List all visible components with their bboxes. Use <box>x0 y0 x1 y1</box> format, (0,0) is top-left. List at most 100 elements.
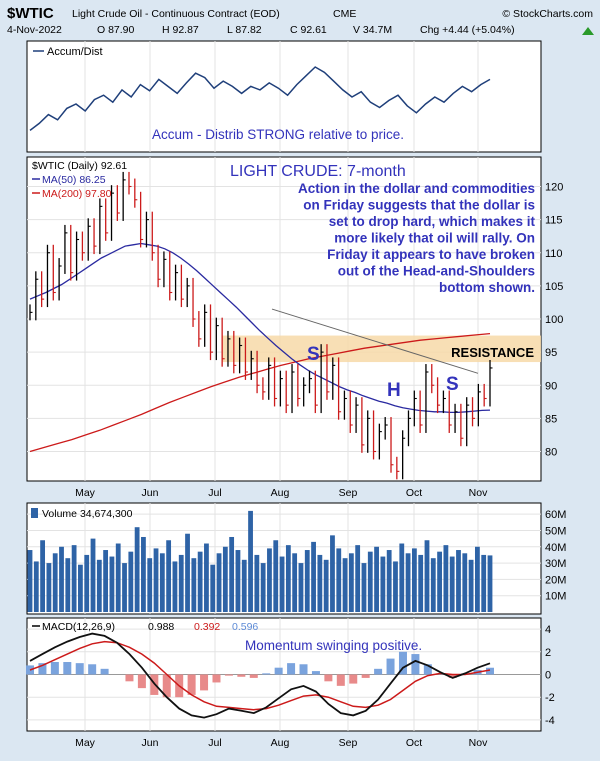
volume-bar <box>96 559 102 612</box>
volume-bar <box>273 540 279 612</box>
volume-bar <box>153 548 159 612</box>
macd-tick-label: 0 <box>545 670 551 682</box>
volume-bar <box>27 550 33 612</box>
volume-bar <box>449 556 455 612</box>
price-title-annotation: LIGHT CRUDE: 7-month <box>230 163 406 180</box>
volume-bar <box>405 553 411 612</box>
ma50-line <box>29 242 491 414</box>
volume-bar <box>103 550 109 612</box>
macd-tick-label: -4 <box>545 715 555 727</box>
macd-histogram-bar <box>398 651 407 675</box>
volume-bar <box>380 556 386 612</box>
month-label-bottom: Aug <box>271 737 290 749</box>
month-label-bottom: Oct <box>406 737 422 749</box>
price-tick-label: 90 <box>545 380 557 392</box>
macd-signal-line <box>29 640 491 711</box>
volume-bar <box>411 548 417 612</box>
macd-histogram-bar <box>324 674 333 682</box>
ma50-legend: MA(50) 86.25 <box>42 174 106 186</box>
volume-bar <box>147 558 153 612</box>
macd-histogram-bar <box>237 674 246 677</box>
chart-title: Light Crude Oil - Continuous Contract (E… <box>72 8 280 20</box>
neckline <box>271 308 479 374</box>
month-label-bottom: Jul <box>208 737 221 749</box>
volume-bar <box>109 556 115 612</box>
price-legend-symbol: $WTIC (Daily) 92.61 <box>32 160 127 172</box>
volume-bar <box>166 540 172 612</box>
volume-bar <box>172 561 178 612</box>
commentary-line: Friday it appears to have broken <box>327 247 535 262</box>
volume-bar <box>65 558 71 612</box>
volume-bar <box>367 551 373 612</box>
ticker-symbol: $WTIC <box>7 5 54 22</box>
macd-histogram-bar <box>386 658 395 675</box>
volume-bar <box>393 561 398 612</box>
month-label-top: Oct <box>406 487 422 499</box>
macd-histogram-bar <box>88 664 97 675</box>
volume-bar <box>122 563 127 612</box>
volume-bar <box>235 550 241 612</box>
macd-histogram-bar <box>374 668 383 675</box>
left-shoulder-label: S <box>307 344 320 365</box>
volume-bar <box>424 540 430 612</box>
volume-bar <box>311 541 316 612</box>
volume-bar <box>78 564 83 612</box>
volume-bar <box>399 543 405 612</box>
macd-histogram-bar <box>287 663 296 675</box>
volume-tick-label: 50M <box>545 525 566 537</box>
ohlc-change: Chg +4.44 (+5.04%) <box>420 24 515 36</box>
price-tick-label: 105 <box>545 281 563 293</box>
volume-bar <box>141 536 146 612</box>
volume-bar <box>285 545 291 612</box>
macd-tick-label: -2 <box>545 692 555 704</box>
grid-layer <box>27 41 541 731</box>
macd-histogram-bar <box>299 664 308 675</box>
macd-histogram-bar <box>200 674 209 691</box>
ohlc-open: O 87.90 <box>97 24 135 36</box>
macd-histogram-bar <box>349 674 358 684</box>
macd-histogram-bar <box>187 674 196 695</box>
ohlc-low: L 87.82 <box>227 24 262 36</box>
macd-histogram-bar <box>311 671 320 675</box>
ohlc-volume: V 34.7M <box>353 24 392 36</box>
macd-histogram-bar <box>224 674 233 676</box>
volume-bar <box>185 533 190 612</box>
month-label-bottom: Sep <box>339 737 358 749</box>
ohlc-close: C 92.61 <box>290 24 327 36</box>
volume-bar <box>267 548 272 612</box>
volume-bar <box>418 554 424 612</box>
volume-bar <box>254 554 260 612</box>
volume-bar <box>474 546 480 612</box>
volume-tick-label: 20M <box>545 574 566 586</box>
volume-bar <box>84 554 90 612</box>
volume-bar <box>229 536 235 612</box>
macd-histogram-bar <box>75 663 84 675</box>
macd-line <box>29 632 491 719</box>
macd-histogram-bar <box>411 654 420 675</box>
month-label-top: Sep <box>339 487 358 499</box>
commentary-line: more likely that oil will rally. On <box>334 231 535 246</box>
volume-bar <box>134 527 140 612</box>
volume-bar <box>481 554 487 612</box>
volume-tick-label: 10M <box>545 591 566 603</box>
commentary-line: set to drop hard, which makes it <box>329 214 536 229</box>
month-label-bottom: Nov <box>469 737 488 749</box>
volume-bar <box>355 545 361 612</box>
volume-bar <box>40 540 46 612</box>
volume-bar <box>204 543 209 612</box>
macd-histogram-bar <box>274 667 283 675</box>
chart-date: 4-Nov-2022 <box>7 24 62 36</box>
macd-histogram-bar <box>336 674 345 686</box>
volume-bar <box>443 545 449 612</box>
head-label: H <box>387 380 401 401</box>
macd-histogram-bar <box>125 674 134 682</box>
commentary-line: Action in the dollar and commodities <box>298 181 535 196</box>
commentary-line: bottom shown. <box>439 280 535 295</box>
volume-bar <box>487 555 493 612</box>
ma200-legend: MA(200) 97.80 <box>42 188 112 200</box>
volume-bar <box>348 553 354 612</box>
volume-bar <box>241 559 247 612</box>
volume-bar <box>323 559 329 612</box>
volume-bar <box>115 543 121 612</box>
commentary-line: out of the Head-and-Shoulders <box>338 264 535 279</box>
